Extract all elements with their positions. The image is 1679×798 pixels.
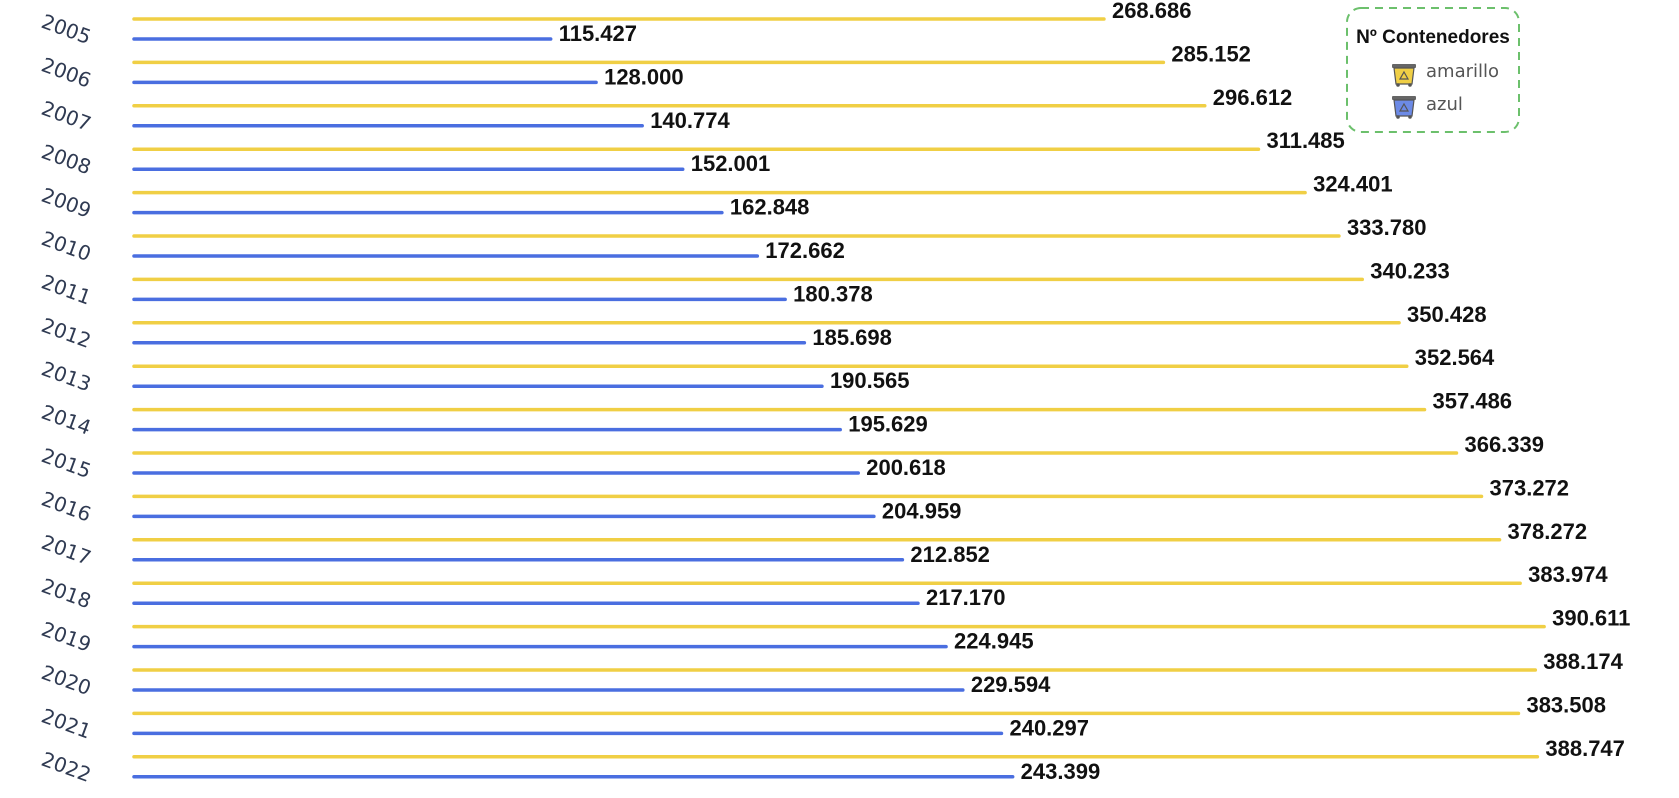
legend: Nº Contenedores amarillo azul bbox=[1346, 7, 1520, 133]
year-label: 2016 bbox=[38, 487, 94, 527]
value-label-azul: 243.399 bbox=[1021, 759, 1101, 784]
year-label: 2019 bbox=[38, 617, 94, 657]
bars-layer: 2005 268.686 115.427 2006 285.152 128.000 2007… bbox=[38, 0, 1630, 787]
year-label: 2006 bbox=[38, 53, 94, 93]
value-label-amarillo: 383.508 bbox=[1526, 692, 1606, 717]
value-label-amarillo: 357.486 bbox=[1433, 389, 1513, 414]
value-label-azul: 217.170 bbox=[926, 585, 1006, 610]
value-label-azul: 190.565 bbox=[830, 368, 910, 393]
year-label: 2009 bbox=[38, 183, 94, 223]
value-label-azul: 195.629 bbox=[848, 412, 928, 437]
value-label-amarillo: 311.485 bbox=[1266, 128, 1344, 153]
year-label: 2017 bbox=[38, 530, 94, 570]
year-label: 2015 bbox=[38, 443, 94, 483]
value-label-azul: 180.378 bbox=[793, 281, 873, 306]
value-label-azul: 224.945 bbox=[954, 629, 1034, 654]
value-label-amarillo: 296.612 bbox=[1213, 85, 1293, 110]
value-label-amarillo: 388.747 bbox=[1545, 736, 1625, 761]
year-label: 2010 bbox=[38, 226, 94, 266]
value-label-azul: 115.427 bbox=[559, 21, 637, 46]
value-label-amarillo: 352.564 bbox=[1415, 345, 1495, 370]
legend-border bbox=[1346, 7, 1520, 133]
year-label: 2011 bbox=[38, 270, 94, 310]
value-label-amarillo: 378.272 bbox=[1508, 519, 1588, 544]
value-label-amarillo: 350.428 bbox=[1407, 302, 1487, 327]
legend-label-azul: azul bbox=[1426, 94, 1463, 115]
value-label-azul: 240.297 bbox=[1009, 715, 1089, 740]
value-label-azul: 185.698 bbox=[812, 325, 892, 350]
recycling-bin-icon bbox=[1392, 64, 1416, 87]
year-label: 2013 bbox=[38, 356, 94, 396]
value-label-amarillo: 324.401 bbox=[1313, 172, 1393, 197]
value-label-amarillo: 373.272 bbox=[1490, 475, 1570, 500]
value-label-azul: 172.662 bbox=[765, 238, 845, 263]
value-label-amarillo: 388.174 bbox=[1543, 649, 1623, 674]
value-label-azul: 212.852 bbox=[910, 542, 990, 567]
value-label-amarillo: 366.339 bbox=[1464, 432, 1544, 457]
year-label: 2008 bbox=[38, 139, 94, 179]
value-label-amarillo: 268.686 bbox=[1112, 0, 1192, 23]
legend-item-amarillo: amarillo bbox=[1392, 61, 1499, 87]
legend-item-azul: azul bbox=[1392, 94, 1463, 119]
legend-title: Nº Contenedores bbox=[1356, 27, 1510, 48]
value-label-amarillo: 390.611 bbox=[1552, 606, 1630, 631]
value-label-azul: 204.959 bbox=[882, 498, 962, 523]
year-label: 2005 bbox=[38, 9, 94, 49]
value-label-azul: 200.618 bbox=[866, 455, 946, 480]
year-label: 2021 bbox=[38, 704, 94, 744]
year-label: 2007 bbox=[38, 96, 94, 136]
year-label: 2012 bbox=[38, 313, 94, 353]
value-label-amarillo: 285.152 bbox=[1171, 41, 1251, 66]
value-label-amarillo: 383.974 bbox=[1528, 562, 1608, 587]
value-label-azul: 162.848 bbox=[730, 195, 810, 220]
value-label-amarillo: 340.233 bbox=[1370, 258, 1450, 283]
value-label-azul: 128.000 bbox=[604, 64, 684, 89]
year-label: 2014 bbox=[38, 400, 94, 440]
legend-label-amarillo: amarillo bbox=[1426, 61, 1499, 82]
year-label: 2018 bbox=[38, 573, 94, 613]
recycling-bin-icon bbox=[1392, 96, 1416, 119]
value-label-azul: 229.594 bbox=[971, 672, 1051, 697]
year-label: 2022 bbox=[38, 747, 94, 787]
value-label-amarillo: 333.780 bbox=[1347, 215, 1427, 240]
year-label: 2020 bbox=[38, 660, 94, 700]
value-label-azul: 140.774 bbox=[650, 108, 730, 133]
value-label-azul: 152.001 bbox=[691, 151, 771, 176]
